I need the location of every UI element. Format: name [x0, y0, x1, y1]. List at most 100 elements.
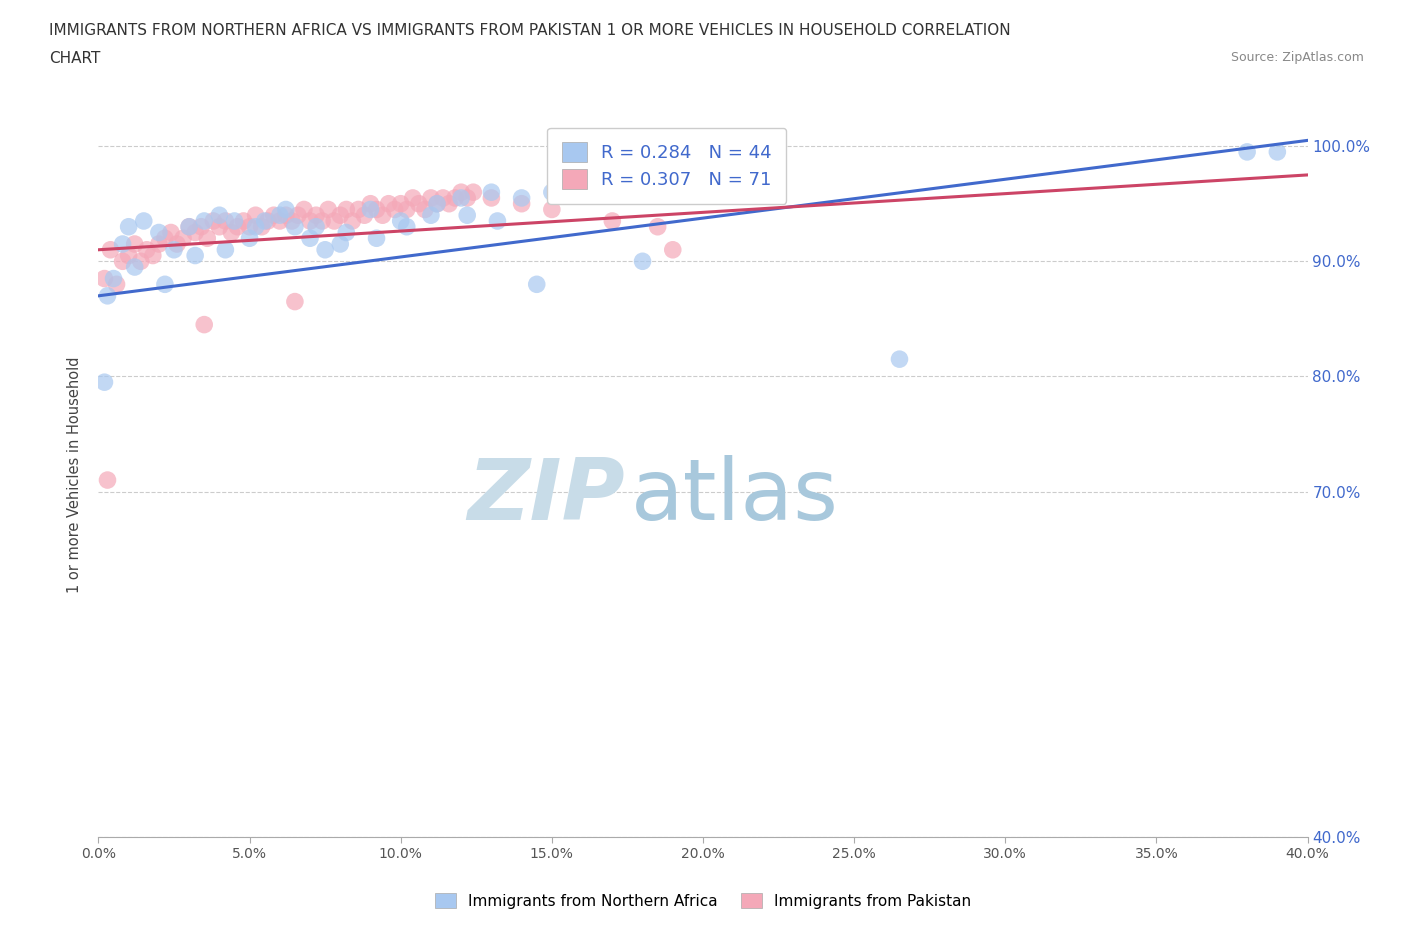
Point: [889, 352, 911, 366]
Point: [263, 207, 285, 222]
Point: [450, 185, 472, 200]
Y-axis label: 1 or more Vehicles in Household: 1 or more Vehicles in Household: [67, 356, 83, 592]
Point: [314, 243, 336, 258]
Text: ZIP: ZIP: [467, 455, 624, 538]
Point: [208, 219, 231, 234]
Point: [305, 207, 328, 222]
Point: [1267, 144, 1289, 159]
Point: [256, 214, 278, 229]
Point: [269, 214, 291, 229]
Point: [281, 214, 304, 229]
Point: [129, 254, 152, 269]
Point: [456, 207, 478, 222]
Point: [329, 236, 352, 251]
Point: [93, 272, 115, 286]
Point: [413, 202, 436, 217]
Point: [342, 214, 364, 229]
Point: [284, 219, 307, 234]
Legend: Immigrants from Northern Africa, Immigrants from Pakistan: Immigrants from Northern Africa, Immigra…: [429, 886, 977, 915]
Point: [118, 219, 141, 234]
Point: [335, 202, 357, 217]
Point: [93, 375, 115, 390]
Point: [305, 219, 328, 234]
Point: [540, 202, 562, 217]
Point: [239, 231, 262, 246]
Point: [179, 219, 201, 234]
Point: [163, 243, 186, 258]
Point: [124, 236, 146, 251]
Point: [316, 202, 339, 217]
Text: IMMIGRANTS FROM NORTHERN AFRICA VS IMMIGRANTS FROM PAKISTAN 1 OR MORE VEHICLES I: IMMIGRANTS FROM NORTHERN AFRICA VS IMMIG…: [49, 23, 1011, 38]
Point: [329, 207, 352, 222]
Point: [221, 225, 243, 240]
Point: [335, 225, 357, 240]
Point: [408, 196, 430, 211]
Point: [384, 202, 406, 217]
Point: [245, 219, 267, 234]
Point: [118, 248, 141, 263]
Point: [193, 214, 215, 229]
Point: [153, 277, 176, 292]
Point: [437, 196, 460, 211]
Point: [245, 207, 267, 222]
Point: [311, 214, 333, 229]
Point: [253, 214, 276, 229]
Point: [360, 202, 382, 217]
Point: [402, 191, 425, 206]
Point: [481, 185, 503, 200]
Point: [135, 243, 157, 258]
Point: [96, 288, 118, 303]
Point: [323, 214, 346, 229]
Point: [510, 191, 533, 206]
Point: [208, 207, 231, 222]
Point: [389, 196, 412, 211]
Point: [426, 196, 449, 211]
Point: [105, 277, 128, 292]
Point: [389, 214, 412, 229]
Point: [153, 231, 176, 246]
Point: [111, 254, 134, 269]
Point: [195, 231, 218, 246]
Point: [124, 259, 146, 274]
Point: [232, 214, 254, 229]
Point: [426, 196, 449, 211]
Point: [274, 202, 297, 217]
Point: [269, 207, 291, 222]
Point: [366, 202, 388, 217]
Text: atlas: atlas: [630, 455, 838, 538]
Point: [377, 196, 399, 211]
Point: [1236, 144, 1258, 159]
Point: [172, 231, 194, 246]
Point: [540, 185, 562, 200]
Point: [148, 225, 170, 240]
Point: [481, 191, 503, 206]
Point: [299, 231, 322, 246]
Point: [224, 214, 246, 229]
Point: [179, 219, 201, 234]
Text: Source: ZipAtlas.com: Source: ZipAtlas.com: [1230, 51, 1364, 64]
Point: [353, 207, 375, 222]
Point: [250, 219, 273, 234]
Point: [366, 231, 388, 246]
Point: [284, 294, 307, 309]
Point: [456, 191, 478, 206]
Point: [450, 191, 472, 206]
Legend: R = 0.284   N = 44, R = 0.307   N = 71: R = 0.284 N = 44, R = 0.307 N = 71: [547, 128, 786, 204]
Point: [420, 207, 443, 222]
Point: [395, 219, 418, 234]
Point: [463, 185, 485, 200]
Point: [420, 191, 443, 206]
Point: [202, 214, 225, 229]
Point: [142, 248, 165, 263]
Point: [371, 207, 394, 222]
Point: [214, 243, 236, 258]
Point: [510, 196, 533, 211]
Point: [184, 248, 207, 263]
Point: [184, 225, 207, 240]
Point: [631, 254, 654, 269]
Point: [432, 191, 454, 206]
Point: [160, 225, 183, 240]
Point: [360, 196, 382, 211]
Point: [486, 214, 509, 229]
Point: [347, 202, 370, 217]
